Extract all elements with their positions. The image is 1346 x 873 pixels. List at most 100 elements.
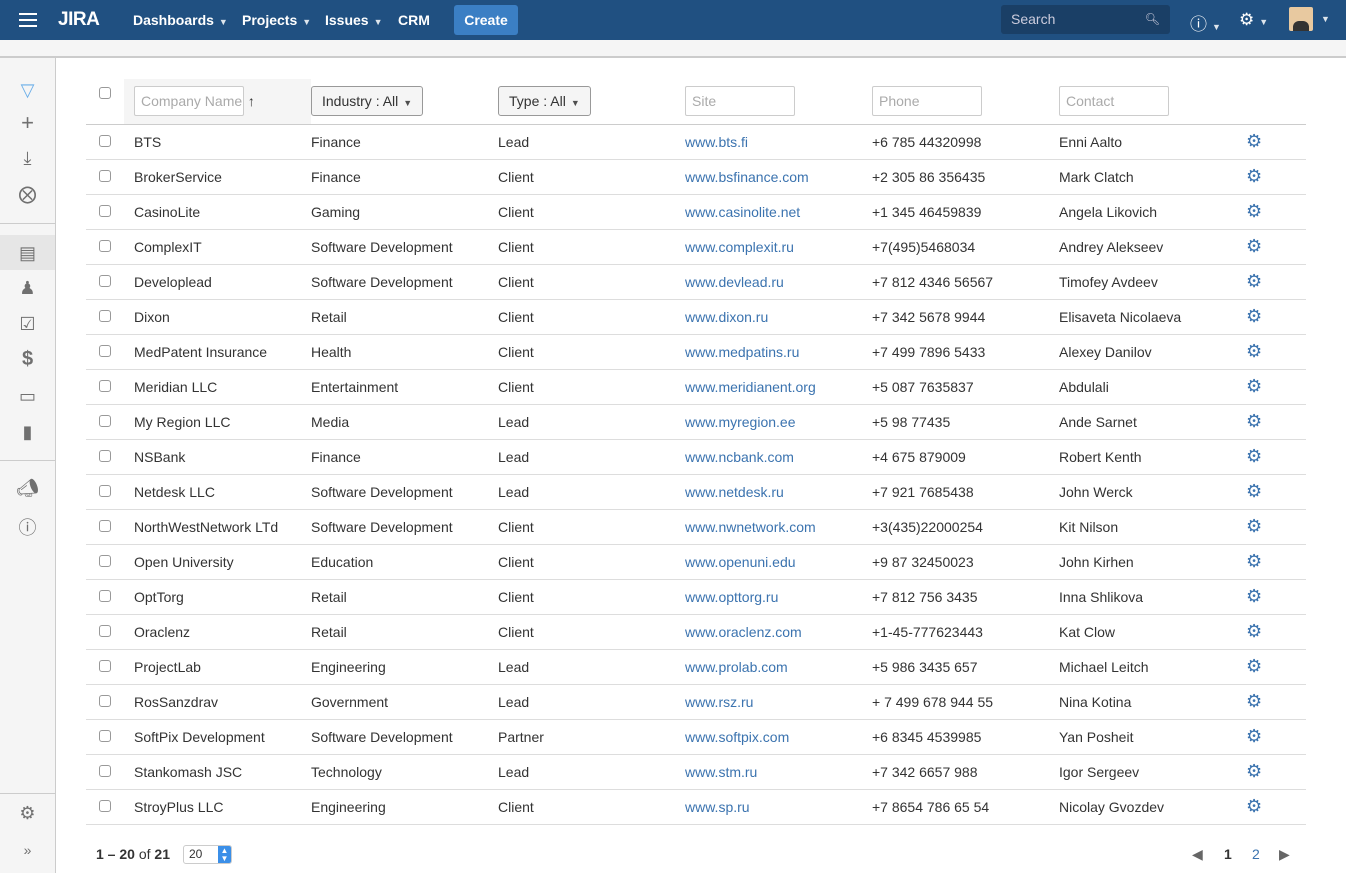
row-actions-gear-icon[interactable]: ⚙	[1246, 236, 1263, 256]
row-checkbox[interactable]	[99, 624, 111, 637]
site-link[interactable]: www.opttorg.ru	[685, 588, 779, 605]
row-checkbox[interactable]	[99, 554, 111, 567]
next-page-icon[interactable]: ▶	[1279, 846, 1290, 862]
table-row[interactable]: ComplexIT Software Development Client www.c…	[86, 229, 1306, 265]
row-actions-gear-icon[interactable]: ⚙	[1246, 271, 1263, 291]
row-actions-gear-icon[interactable]: ⚙	[1246, 376, 1263, 396]
nav-crm[interactable]: CRM	[398, 12, 430, 28]
row-actions-gear-icon[interactable]: ⚙	[1246, 166, 1263, 186]
row-checkbox[interactable]	[99, 204, 111, 217]
row-actions-gear-icon[interactable]: ⚙	[1246, 551, 1263, 571]
row-checkbox[interactable]	[99, 589, 111, 602]
site-link[interactable]: www.dixon.ru	[685, 308, 769, 325]
row-checkbox[interactable]	[99, 344, 111, 357]
row-checkbox[interactable]	[99, 764, 111, 777]
table-row[interactable]: Oraclenz Retail Client www.oraclenz.com +1-4…	[86, 614, 1306, 650]
table-row[interactable]: BTS Finance Lead www.bts.fi +6 785 44320998 E…	[86, 124, 1306, 160]
row-checkbox[interactable]	[99, 694, 111, 707]
row-checkbox[interactable]	[99, 519, 111, 532]
row-checkbox[interactable]	[99, 799, 111, 812]
page-size-select[interactable]: 20 ▲ ▼	[183, 845, 232, 864]
reports-icon[interactable]: ▮	[22, 422, 33, 442]
row-checkbox[interactable]	[99, 274, 111, 287]
table-row[interactable]: Open University Education Client www.openun…	[86, 544, 1306, 580]
tasks-icon[interactable]: ☑	[19, 314, 36, 334]
row-actions-gear-icon[interactable]: ⚙	[1246, 656, 1263, 676]
row-checkbox[interactable]	[99, 309, 111, 322]
row-checkbox[interactable]	[99, 239, 111, 252]
menu-icon[interactable]	[19, 13, 37, 31]
site-link[interactable]: www.openuni.edu	[685, 553, 796, 570]
site-link[interactable]: www.netdesk.ru	[685, 483, 784, 500]
site-link[interactable]: www.stm.ru	[685, 763, 758, 780]
expand-icon[interactable]: »	[23, 842, 32, 858]
nav-dashboards[interactable]: Dashboards ▼	[133, 12, 228, 28]
type-filter[interactable]: Type : All ▼	[498, 86, 591, 117]
row-actions-gear-icon[interactable]: ⚙	[1246, 306, 1263, 326]
row-checkbox[interactable]	[99, 449, 111, 462]
site-link[interactable]: www.prolab.com	[685, 658, 788, 675]
site-link[interactable]: www.rsz.ru	[685, 693, 754, 710]
site-link[interactable]: www.softpix.com	[685, 728, 790, 745]
row-checkbox[interactable]	[99, 414, 111, 427]
table-row[interactable]: My Region LLC Media Lead www.myregion.ee +5 …	[86, 404, 1306, 440]
site-link[interactable]: www.nwnetwork.com	[685, 518, 816, 535]
site-link[interactable]: www.myregion.ee	[685, 413, 796, 430]
table-row[interactable]: StroyPlus LLC Engineering Client www.sp.ru +…	[86, 789, 1306, 825]
table-row[interactable]: CasinoLite Gaming Client www.casinolite.net…	[86, 194, 1306, 230]
gear-icon[interactable]: ⚙ ▼	[1239, 10, 1269, 29]
megaphone-icon[interactable]: 📣︎	[16, 478, 39, 498]
site-link[interactable]: www.meridianent.org	[685, 378, 816, 395]
row-actions-gear-icon[interactable]: ⚙	[1246, 201, 1263, 221]
page-1[interactable]: 1	[1224, 846, 1232, 862]
contact-filter[interactable]: Contact	[1059, 86, 1169, 117]
nav-projects[interactable]: Projects ▼	[242, 12, 311, 28]
site-link[interactable]: www.oraclenz.com	[685, 623, 802, 640]
table-row[interactable]: NorthWestNetwork LTd Software Development…	[86, 509, 1306, 545]
table-row[interactable]: SoftPix Development Software Development P…	[86, 719, 1306, 755]
table-row[interactable]: NSBank Finance Lead www.ncbank.com +4 675 87…	[86, 439, 1306, 475]
row-checkbox[interactable]	[99, 484, 111, 497]
row-checkbox[interactable]	[99, 659, 111, 672]
row-actions-gear-icon[interactable]: ⚙	[1246, 726, 1263, 746]
jira-logo[interactable]: JIRA	[58, 9, 100, 30]
row-actions-gear-icon[interactable]: ⚙	[1246, 481, 1263, 501]
row-actions-gear-icon[interactable]: ⚙	[1246, 341, 1263, 361]
table-row[interactable]: MedPatent Insurance Health Client www.medpa…	[86, 334, 1306, 370]
inbox-icon[interactable]: ▭	[18, 386, 36, 406]
table-row[interactable]: OptTorg Retail Client www.opttorg.ru +7 812 …	[86, 579, 1306, 615]
phone-filter[interactable]: Phone	[872, 86, 982, 117]
site-link[interactable]: www.bsfinance.com	[685, 168, 809, 185]
deals-icon[interactable]: $	[21, 348, 34, 370]
companies-icon[interactable]: ▤	[18, 243, 36, 263]
row-checkbox[interactable]	[99, 379, 111, 392]
row-actions-gear-icon[interactable]: ⚙	[1246, 621, 1263, 641]
row-checkbox[interactable]	[99, 134, 111, 147]
row-actions-gear-icon[interactable]: ⚙	[1246, 586, 1263, 606]
table-row[interactable]: BrokerService Finance Client www.bsfinance.…	[86, 159, 1306, 195]
site-link[interactable]: www.bts.fi	[685, 133, 749, 150]
download-icon[interactable]: ⤓	[23, 148, 32, 168]
caret-down-icon[interactable]: ▼	[1321, 14, 1330, 24]
industry-filter[interactable]: Industry : All ▼	[311, 86, 424, 117]
help-icon[interactable]: ⓘ	[18, 518, 37, 538]
row-actions-gear-icon[interactable]: ⚙	[1246, 516, 1263, 536]
site-filter[interactable]: Site	[685, 86, 795, 117]
site-link[interactable]: www.casinolite.net	[685, 203, 801, 220]
row-actions-gear-icon[interactable]: ⚙	[1246, 796, 1263, 816]
table-row[interactable]: Dixon Retail Client www.dixon.ru +7 342 5678…	[86, 299, 1306, 335]
page-2[interactable]: 2	[1252, 846, 1260, 862]
nav-issues[interactable]: Issues ▼	[325, 12, 383, 28]
select-all-checkbox[interactable]	[99, 87, 111, 100]
table-row[interactable]: Meridian LLC Entertainment Client www.merid…	[86, 369, 1306, 405]
company-name-filter[interactable]: Company Name	[134, 86, 244, 117]
row-actions-gear-icon[interactable]: ⚙	[1246, 691, 1263, 711]
search-input[interactable]: Search 🔍︎	[1001, 5, 1170, 34]
site-link[interactable]: www.sp.ru	[685, 798, 750, 815]
table-row[interactable]: RosSanzdrav Government Lead www.rsz.ru + 7 4…	[86, 684, 1306, 720]
table-row[interactable]: Stankomash JSC Technology Lead www.stm.ru +7…	[86, 754, 1306, 790]
row-actions-gear-icon[interactable]: ⚙	[1246, 761, 1263, 781]
table-row[interactable]: Netdesk LLC Software Development Lead www.n…	[86, 474, 1306, 510]
avatar[interactable]	[1289, 7, 1313, 31]
row-actions-gear-icon[interactable]: ⚙	[1246, 411, 1263, 431]
